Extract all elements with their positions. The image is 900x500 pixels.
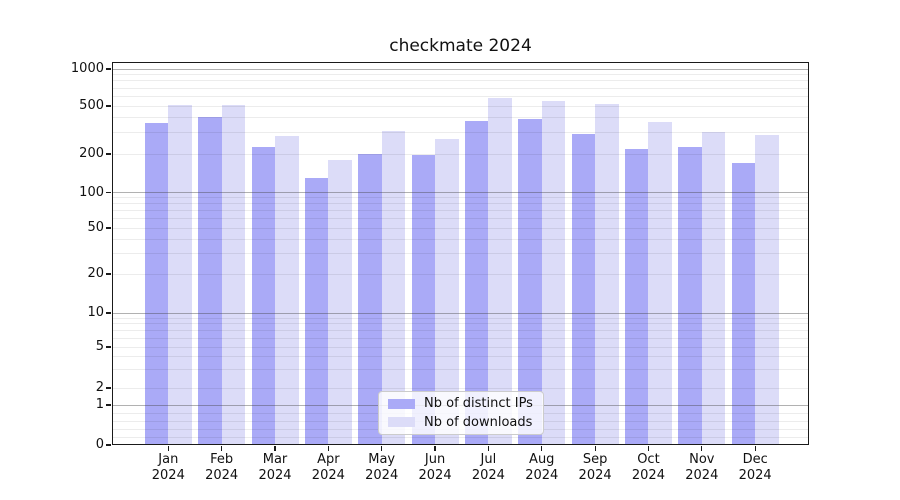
minor-gridline xyxy=(113,105,808,107)
y-tick-mark xyxy=(106,312,111,314)
major-gridline xyxy=(113,68,808,70)
legend-swatch-distinct-ips xyxy=(388,398,415,409)
y-tick-label: 2 xyxy=(95,380,104,395)
bar-distinct-ips-jul xyxy=(464,121,489,444)
y-tick-label: 0 xyxy=(95,437,104,452)
y-tick-label: 10 xyxy=(87,305,104,320)
y-tick-mark xyxy=(106,191,111,194)
chart-title: checkmate 2024 xyxy=(389,36,532,56)
y-tick-label: 50 xyxy=(87,220,104,235)
legend-label-downloads: Nb of downloads xyxy=(424,414,533,430)
x-tick-label: Apr 2024 xyxy=(311,452,345,483)
bar-distinct-ips-jun xyxy=(411,155,436,444)
bar-distinct-ips-mar xyxy=(251,146,275,444)
minor-gridline xyxy=(113,80,808,82)
bar-downloads-nov xyxy=(701,131,726,444)
x-tick-mark xyxy=(541,446,543,451)
y-tick-label: 1 xyxy=(95,397,104,412)
y-tick-mark xyxy=(106,68,111,70)
x-tick-mark xyxy=(434,446,436,451)
legend-item-downloads: Nb of downloads xyxy=(388,415,534,431)
y-tick-mark xyxy=(106,404,111,406)
minor-gridline xyxy=(113,87,808,89)
x-tick-mark xyxy=(701,446,703,451)
bar-downloads-may xyxy=(381,131,406,444)
bar-distinct-ips-feb xyxy=(198,117,222,444)
x-tick-label: Sep 2024 xyxy=(578,452,612,483)
bar-distinct-ips-nov xyxy=(678,146,702,444)
bar-downloads-jan xyxy=(168,105,192,444)
bar-distinct-ips-oct xyxy=(624,149,649,444)
y-tick-label: 200 xyxy=(79,146,104,161)
minor-gridline xyxy=(113,74,808,76)
y-tick-mark xyxy=(106,346,111,348)
y-tick-mark xyxy=(106,227,111,229)
bar-distinct-ips-may xyxy=(358,154,382,444)
x-tick-mark xyxy=(487,446,489,451)
bar-distinct-ips-dec xyxy=(731,163,756,444)
minor-gridline xyxy=(113,95,808,97)
bar-distinct-ips-jan xyxy=(144,123,169,444)
x-tick-label: Jan 2024 xyxy=(151,452,185,483)
legend: Nb of distinct IPs Nb of downloads xyxy=(378,391,544,435)
y-tick-label: 20 xyxy=(87,266,104,281)
bar-downloads-apr xyxy=(328,159,352,444)
x-tick-mark xyxy=(381,446,383,451)
x-tick-label: Oct 2024 xyxy=(631,452,665,483)
bar-downloads-dec xyxy=(755,134,779,444)
x-tick-mark xyxy=(167,446,169,451)
bar-distinct-ips-aug xyxy=(518,119,542,444)
bar-downloads-jul xyxy=(488,97,512,444)
bar-downloads-feb xyxy=(221,104,246,444)
bar-downloads-oct xyxy=(648,121,672,444)
y-tick-mark xyxy=(106,387,111,389)
y-tick-mark xyxy=(106,105,111,107)
y-tick-label: 5 xyxy=(95,339,104,354)
x-tick-label: Jun 2024 xyxy=(418,452,452,483)
bar-distinct-ips-sep xyxy=(571,133,596,444)
x-tick-label: Dec 2024 xyxy=(738,452,772,483)
legend-swatch-downloads xyxy=(388,417,415,428)
bar-downloads-aug xyxy=(541,100,566,444)
y-tick-mark xyxy=(106,153,111,155)
x-tick-label: Feb 2024 xyxy=(205,452,239,483)
x-tick-label: Aug 2024 xyxy=(525,452,559,483)
x-tick-mark xyxy=(274,446,276,451)
bar-downloads-jun xyxy=(435,139,459,444)
x-tick-mark xyxy=(221,446,223,451)
bar-distinct-ips-apr xyxy=(304,177,329,444)
legend-item-distinct-ips: Nb of distinct IPs xyxy=(388,396,534,412)
y-tick-mark xyxy=(106,273,111,275)
x-tick-mark xyxy=(647,446,650,451)
y-tick-label: 500 xyxy=(79,98,104,113)
legend-label-distinct-ips: Nb of distinct IPs xyxy=(424,396,533,412)
y-tick-label: 1000 xyxy=(70,61,104,76)
x-tick-mark xyxy=(594,446,596,451)
y-tick-label: 100 xyxy=(79,184,104,200)
y-tick-mark xyxy=(106,444,111,446)
x-tick-label: Mar 2024 xyxy=(258,452,292,483)
bar-downloads-mar xyxy=(275,136,299,444)
bar-downloads-sep xyxy=(595,103,619,444)
x-tick-label: May 2024 xyxy=(365,452,399,483)
x-tick-label: Nov 2024 xyxy=(685,452,719,483)
x-tick-label: Jul 2024 xyxy=(471,452,505,483)
x-tick-mark xyxy=(754,446,756,451)
x-tick-mark xyxy=(327,446,329,451)
